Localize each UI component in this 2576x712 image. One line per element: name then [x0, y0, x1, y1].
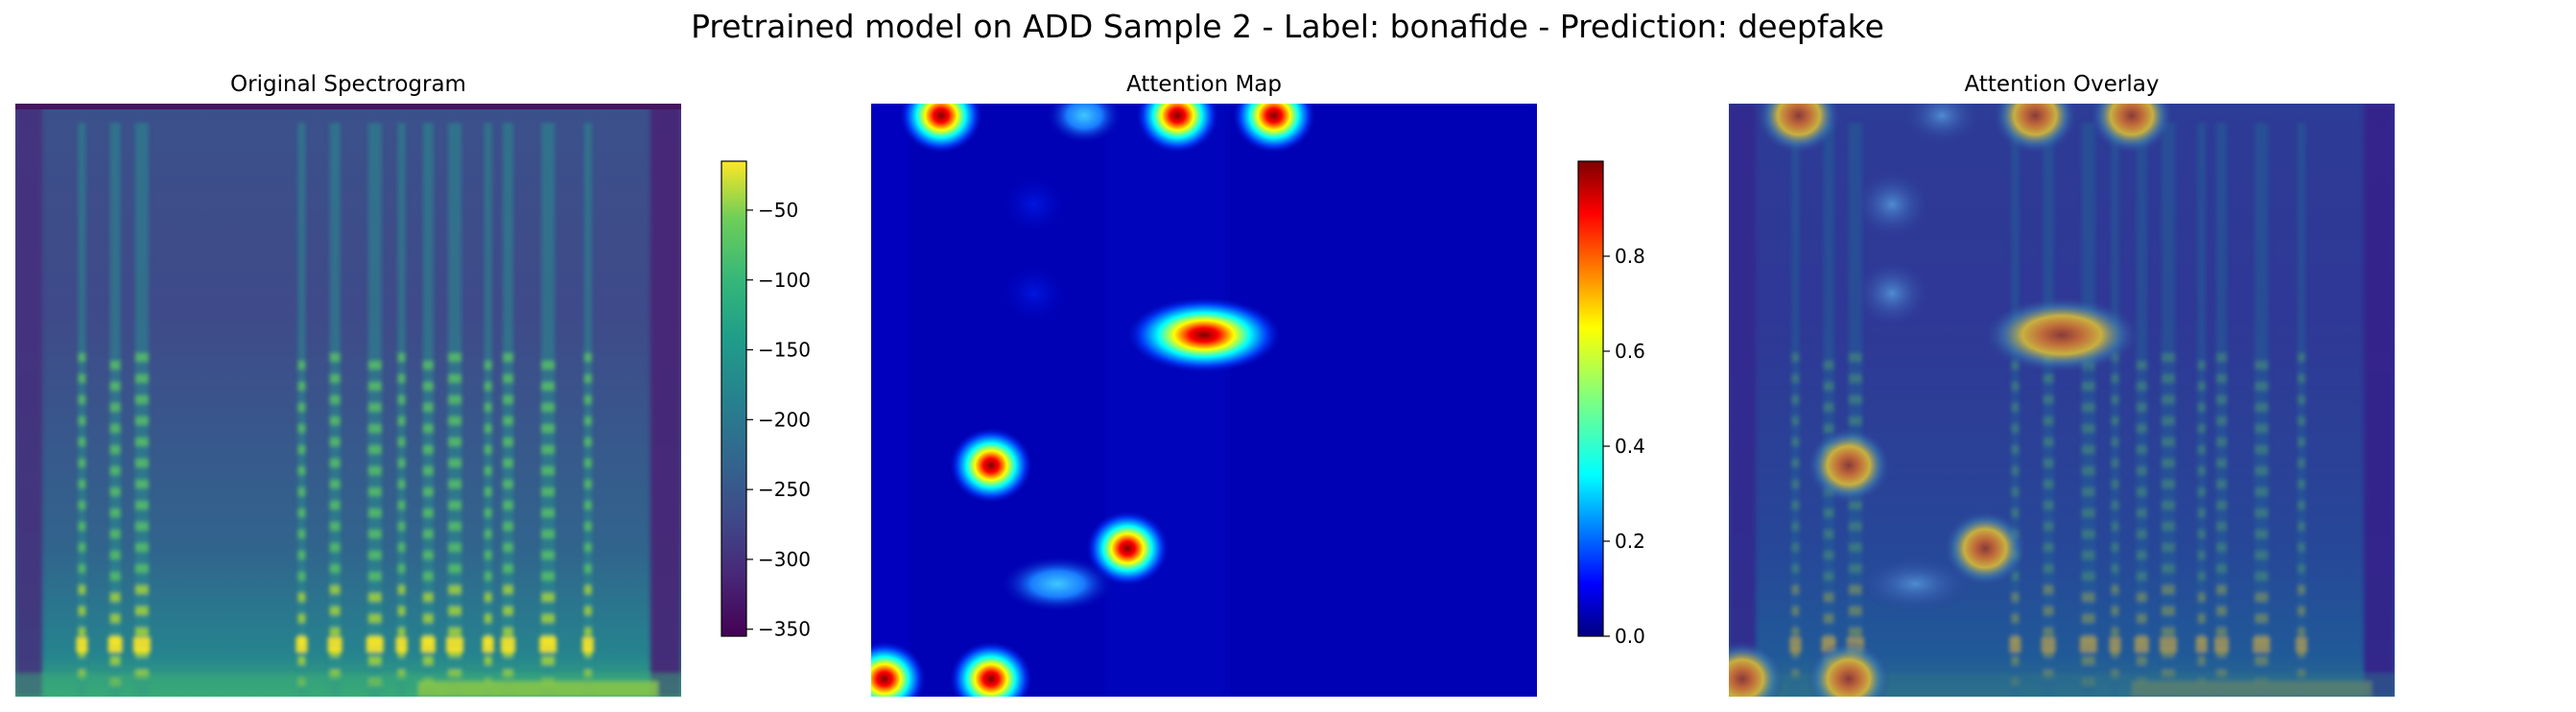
- attention-overlay-hotspot: [1903, 104, 1981, 145]
- colorbar-attention-tick-label: 0.4: [1615, 435, 1645, 458]
- attention-map-image: [871, 104, 1537, 697]
- attention-overlay-hotspot: [1806, 640, 1891, 697]
- attention-map-hotspot: [996, 258, 1074, 328]
- attention-overlay-hotspot: [1982, 297, 2141, 374]
- colorbar-spectrogram-tick-label: −250: [758, 478, 811, 501]
- attention-map-hotspot: [1085, 510, 1170, 587]
- attention-overlay-hotspot: [1729, 640, 1784, 697]
- colorbar-attention: 0.0 0.2 0.4 0.6 0.8: [1577, 160, 1645, 648]
- attention-map-hotspot: [948, 426, 1033, 504]
- attention-overlay-hotspot: [2089, 104, 2174, 154]
- attention-overlay-hotspot: [1806, 426, 1891, 504]
- colorbar-attention-tick-label: 0.8: [1615, 245, 1645, 268]
- panel-title-attention-map: Attention Map: [1126, 72, 1282, 97]
- attention-overlay-hotspot: [1993, 104, 2078, 154]
- spectrogram-image: [15, 104, 681, 697]
- attention-map-hotspot: [1135, 104, 1220, 154]
- colorbar-attention-tick-label: 0.2: [1615, 530, 1645, 553]
- colorbar-spectrogram: −50 −100 −150 −200 −250 −300 −350: [721, 160, 811, 641]
- colorbar-spectrogram-tick-label: −100: [758, 269, 811, 292]
- attention-overlay-hotspot: [1856, 555, 1974, 613]
- attention-map-hotspot: [999, 555, 1117, 613]
- colorbar-spectrogram-tick-label: −150: [758, 339, 811, 362]
- panel-title-attention-overlay: Attention Overlay: [1965, 72, 2160, 97]
- attention-map-hotspot: [1046, 104, 1123, 145]
- figure-suptitle: Pretrained model on ADD Sample 2 - Label…: [691, 8, 1884, 45]
- attention-overlay-hotspot: [1854, 170, 1931, 240]
- attention-map-hotspot: [1231, 104, 1316, 154]
- attention-map-hotspot: [871, 640, 927, 697]
- attention-overlay-hotspot: [1854, 258, 1931, 328]
- attention-map-hotspot: [948, 640, 1033, 697]
- colorbar-attention-tick-label: 0.6: [1615, 340, 1645, 363]
- attention-overlay-hotspot: [1756, 104, 1841, 154]
- attention-overlay-hotspot: [1943, 510, 2028, 587]
- panel-title-spectrogram: Original Spectrogram: [230, 72, 466, 97]
- attention-overlay-image: [1729, 104, 2395, 697]
- attention-map-hotspot: [898, 104, 983, 154]
- colorbar-spectrogram-tick-label: −350: [758, 618, 811, 641]
- colorbar-spectrogram-tick-label: −300: [758, 548, 811, 571]
- colorbar-spectrogram-tick-label: −50: [758, 199, 798, 222]
- colorbar-attention-tick-label: 0.0: [1615, 625, 1645, 648]
- attention-map-hotspot: [996, 170, 1074, 240]
- colorbar-spectrogram-tick-label: −200: [758, 408, 811, 431]
- attention-map-hotspot: [1124, 297, 1284, 374]
